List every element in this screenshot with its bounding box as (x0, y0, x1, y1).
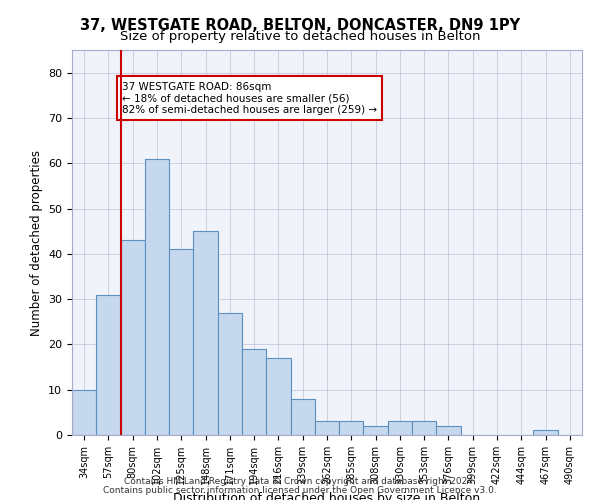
Bar (218, 312, 242, 435)
Bar (533, 430, 558, 435)
X-axis label: Distribution of detached houses by size in Belton: Distribution of detached houses by size … (173, 492, 481, 500)
Bar (121, 240, 145, 435)
Text: Contains HM Land Registry data © Crown copyright and database right 2024.: Contains HM Land Registry data © Crown c… (124, 477, 476, 486)
Y-axis label: Number of detached properties: Number of detached properties (29, 150, 43, 336)
Bar (436, 426, 461, 435)
Bar (145, 158, 169, 435)
Text: Contains public sector information licensed under the Open Government Licence v3: Contains public sector information licen… (103, 486, 497, 495)
Bar (193, 231, 218, 435)
Bar (388, 422, 412, 435)
Bar (96, 294, 121, 435)
Bar (266, 358, 290, 435)
Bar (290, 399, 315, 435)
Bar (315, 422, 339, 435)
Text: Size of property relative to detached houses in Belton: Size of property relative to detached ho… (120, 30, 480, 43)
Bar (364, 426, 388, 435)
Bar (169, 250, 193, 435)
Bar (339, 422, 364, 435)
Bar (242, 349, 266, 435)
Bar (72, 390, 96, 435)
Text: 37, WESTGATE ROAD, BELTON, DONCASTER, DN9 1PY: 37, WESTGATE ROAD, BELTON, DONCASTER, DN… (80, 18, 520, 32)
Text: 37 WESTGATE ROAD: 86sqm
← 18% of detached houses are smaller (56)
82% of semi-de: 37 WESTGATE ROAD: 86sqm ← 18% of detache… (122, 82, 377, 115)
Bar (412, 422, 436, 435)
